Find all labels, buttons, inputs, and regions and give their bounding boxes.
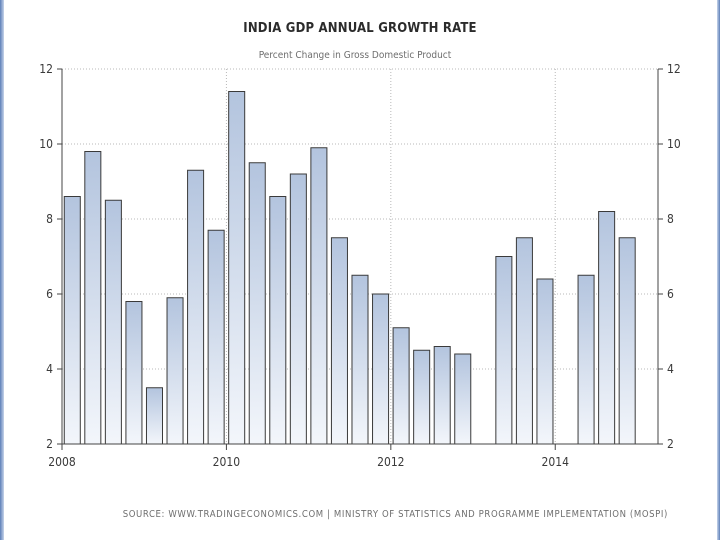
bar-2014-Q2	[577, 274, 595, 445]
bar-2014-Q4	[618, 237, 636, 445]
ytick-label-right: 2	[667, 437, 674, 451]
ytick-label-left: 6	[46, 287, 53, 301]
bar-2008-Q4	[125, 301, 143, 445]
xtick-label: 2008	[48, 455, 76, 469]
ytick-label-right: 12	[667, 62, 681, 76]
bar-2011-Q1	[310, 147, 328, 445]
bar-2009-Q1	[145, 387, 164, 445]
slide-left-edge	[0, 0, 4, 540]
bar-2012-Q2	[413, 349, 431, 445]
bar-2009-Q2	[166, 297, 184, 445]
ytick-label-right: 10	[667, 137, 681, 151]
bar-2012-Q1	[392, 327, 410, 445]
xtick-label: 2012	[377, 455, 404, 469]
ytick-label-right: 4	[667, 362, 674, 376]
bar-2013-Q4	[536, 278, 554, 445]
tick-labels: 2 2 4 4 6 6 8 8 10 10 12 12 2008 2010 2012 2014	[39, 62, 681, 469]
bar-2012-Q3	[433, 346, 451, 445]
bar-2011-Q3	[351, 274, 369, 445]
chart-subtitle: Percent Change in Gross Domestic Product	[258, 50, 452, 61]
ytick-label-right: 6	[667, 287, 674, 301]
bar-2011-Q2	[330, 237, 348, 445]
xtick-label: 2010	[213, 455, 241, 469]
ytick-label-left: 8	[46, 212, 53, 226]
bar-2008-Q3	[104, 199, 122, 445]
bars	[63, 91, 636, 445]
ytick-label-left: 10	[39, 137, 53, 151]
bar-2010-Q2	[248, 162, 266, 445]
ytick-label-right: 8	[667, 212, 674, 226]
bar-2011-Q4	[372, 293, 390, 445]
bar-2013-Q2	[495, 256, 513, 445]
xtick-label: 2014	[542, 455, 570, 469]
bar-2010-Q1	[228, 91, 246, 445]
bar-2008-Q2	[84, 151, 102, 445]
bar-2012-Q4	[454, 353, 472, 445]
ytick-label-left: 4	[46, 362, 53, 376]
bar-2008-Q1	[63, 196, 81, 445]
bar-2014-Q3	[598, 211, 616, 445]
bar-2010-Q3	[269, 196, 287, 445]
ytick-label-left: 2	[46, 437, 53, 451]
bar-2009-Q3	[187, 169, 205, 445]
bar-2009-Q4	[207, 229, 225, 445]
bar-2013-Q3	[515, 237, 533, 445]
chart-title: INDIA GDP ANNUAL GROWTH RATE	[243, 21, 477, 36]
slide-right-edge	[717, 0, 720, 540]
bar-2010-Q4	[289, 173, 307, 445]
axes	[57, 68, 663, 450]
source-note: SOURCE: WWW.TRADINGECONOMICS.COM | MINIS…	[122, 509, 668, 520]
ytick-label-left: 12	[39, 62, 53, 76]
